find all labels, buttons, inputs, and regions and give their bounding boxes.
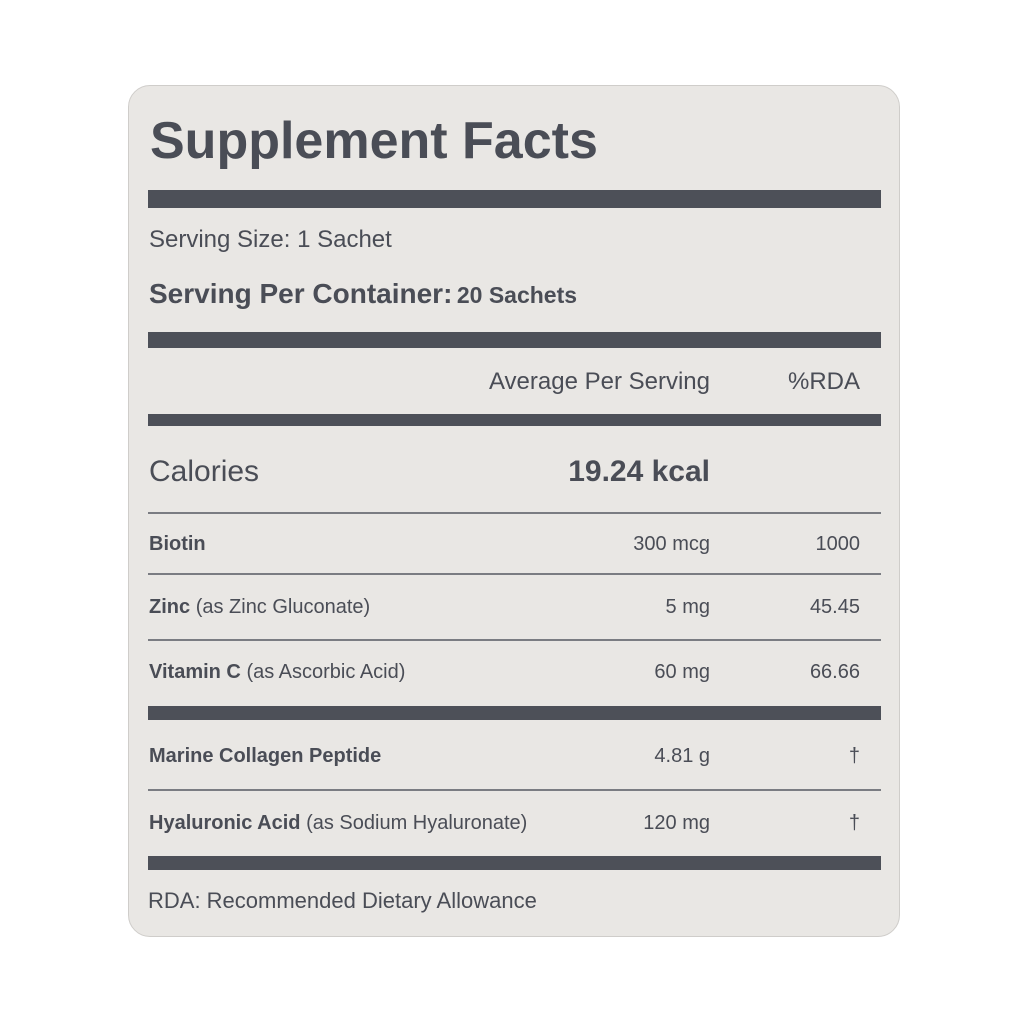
- column-header: %RDA: [787, 368, 860, 395]
- nutrient-note: (as Sodium Hyaluronate): [306, 812, 528, 834]
- nutrient-note: (as Zinc Gluconate): [195, 596, 371, 618]
- serving-size: Serving Size: 1 Sachet: [149, 226, 392, 253]
- servings-value: 20 Sachets: [456, 282, 578, 308]
- nutrient-name: Biotin: [149, 533, 206, 555]
- nutrient-name: Zinc: [149, 596, 191, 618]
- nutrient: Vitamin C (as Ascorbic Acid): [149, 662, 405, 682]
- nutrient-amount: 300 mcg: [633, 533, 710, 555]
- label-card: [128, 85, 900, 937]
- thick-rule: [148, 856, 881, 870]
- row-rule: [148, 789, 881, 791]
- column-header: Average Per Serving: [488, 368, 710, 395]
- thick-rule: [148, 332, 881, 348]
- nutrient-rda: 1000: [815, 533, 861, 555]
- calories-label: Calories: [149, 455, 260, 488]
- row-rule: [148, 639, 881, 641]
- servings-label: Serving Per Container:: [149, 278, 453, 309]
- nutrient-amount: 5 mg: [665, 596, 710, 618]
- nutrient: Zinc (as Zinc Gluconate): [149, 597, 370, 617]
- nutrient-amount: 4.81 g: [654, 745, 710, 767]
- title: Supplement Facts: [150, 112, 598, 170]
- row-rule: [148, 573, 881, 575]
- nutrient-note: (as Ascorbic Acid): [246, 661, 406, 683]
- nutrient: Marine Collagen Peptide: [149, 746, 381, 766]
- footnote: RDA: Recommended Dietary Allowance: [148, 888, 537, 913]
- nutrient-name: Vitamin C: [149, 661, 241, 683]
- nutrient-name: Hyaluronic Acid: [149, 812, 301, 834]
- thick-rule: [148, 706, 881, 720]
- nutrient: Hyaluronic Acid (as Sodium Hyaluronate): [149, 813, 527, 833]
- nutrient-rda: †: [848, 745, 860, 767]
- thick-rule: [148, 190, 881, 208]
- calories-amount: 19.24 kcal: [568, 455, 710, 488]
- nutrient-amount: 120 mg: [643, 812, 710, 834]
- thick-rule: [148, 414, 881, 426]
- nutrient-rda: 66.66: [809, 661, 860, 683]
- nutrient-amount: 60 mg: [654, 661, 710, 683]
- row-rule: [148, 512, 881, 514]
- servings-per-container: Serving Per Container: 20 Sachets: [149, 280, 577, 308]
- nutrient-name: Marine Collagen Peptide: [149, 745, 382, 767]
- nutrient-rda: †: [848, 812, 860, 834]
- nutrient-rda: 45.45: [809, 596, 860, 618]
- nutrient-name: Biotin: [149, 534, 206, 554]
